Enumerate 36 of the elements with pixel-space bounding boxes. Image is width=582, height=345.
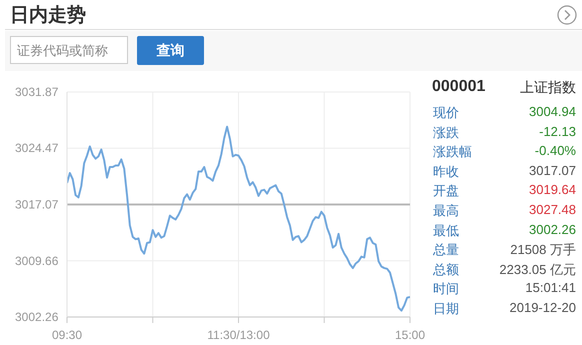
- category-label: 最高: [433, 202, 459, 220]
- category-label: 现价: [433, 104, 459, 122]
- category-label: 总额: [433, 260, 459, 279]
- chart-title: 日内走势: [10, 4, 86, 28]
- x-tick-label: 15:00: [394, 328, 426, 342]
- text: 3004.94: [529, 104, 576, 119]
- text: 3017.07: [529, 162, 576, 178]
- text: 3027.48: [529, 202, 576, 217]
- text: 000001: [432, 78, 486, 96]
- category-label: 昨收: [433, 162, 459, 181]
- category-label: 开盘: [433, 182, 459, 200]
- y-tick-label: 3024.47: [15, 141, 59, 156]
- category-label: 总量: [433, 241, 459, 260]
- y-tick-label: 3031.87: [15, 85, 59, 99]
- text: 3002.26: [529, 222, 576, 237]
- y-tick-label: 3009.66: [15, 254, 59, 268]
- text: -12.13: [539, 124, 576, 139]
- category-label: 涨跌: [433, 124, 459, 142]
- text: 上证指数: [520, 79, 576, 97]
- search-button: 查询: [137, 36, 204, 65]
- category-label: 最低: [433, 222, 459, 240]
- text: 2233.05 亿元: [499, 262, 576, 277]
- x-tick-label: 09:30: [52, 328, 82, 342]
- category-label: 时间: [433, 280, 459, 298]
- text: 2019-12-20: [510, 300, 576, 315]
- search-field: 证券代码或简称: [10, 36, 128, 64]
- category-label: 涨跌幅: [433, 143, 472, 162]
- text: 15:01:41: [525, 280, 576, 296]
- text: -0.40%: [534, 143, 576, 158]
- category-label: 日期: [433, 300, 459, 318]
- text: 3019.64: [529, 182, 576, 198]
- text: 21508 万手: [510, 242, 576, 258]
- y-tick-label: 3002.26: [15, 310, 59, 324]
- line-series: [67, 126, 410, 312]
- y-tick-label: 3017.07: [15, 197, 59, 212]
- x-tick-label: 11:30/13:00: [207, 328, 270, 342]
